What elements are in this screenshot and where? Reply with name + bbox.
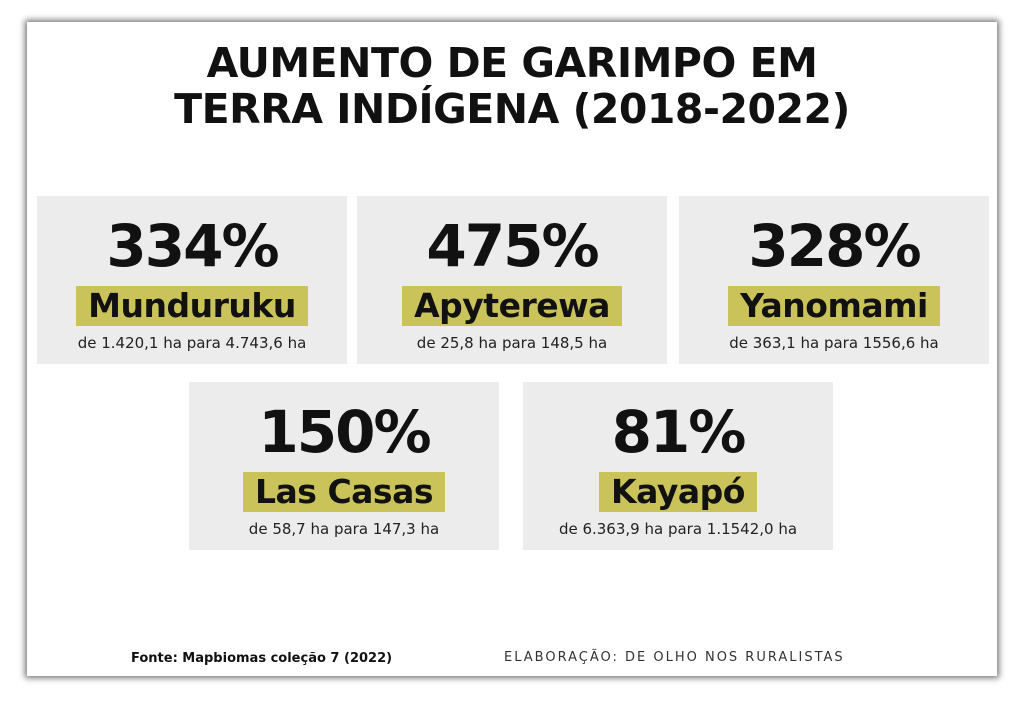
territory-name: Yanomami <box>728 286 940 326</box>
stat-percent: 328% <box>748 212 921 280</box>
source-note: Fonte: Mapbiomas coleção 7 (2022) <box>131 651 393 666</box>
stat-percent: 150% <box>258 398 431 466</box>
infographic-title: AUMENTO DE GARIMPO EM TERRA INDÍGENA (20… <box>27 40 997 132</box>
title-line-1: AUMENTO DE GARIMPO EM <box>206 39 818 87</box>
credit-note: ELABORAÇÃO: DE OLHO NOS RURALISTAS <box>504 650 845 665</box>
territory-name: Kayapó <box>599 472 757 512</box>
stat-percent: 334% <box>106 212 279 280</box>
title-line-2: TERRA INDÍGENA (2018-2022) <box>174 85 850 133</box>
stat-box-apyterewa: 475% Apyterewa de 25,8 ha para 148,5 ha <box>357 196 667 364</box>
infographic-card: AUMENTO DE GARIMPO EM TERRA INDÍGENA (20… <box>27 22 997 676</box>
stat-detail: de 25,8 ha para 148,5 ha <box>416 334 608 352</box>
stat-detail: de 6.363,9 ha para 1.1542,0 ha <box>558 520 798 538</box>
stat-detail: de 58,7 ha para 147,3 ha <box>248 520 440 538</box>
territory-name: Apyterewa <box>402 286 622 326</box>
stat-box-kayapo: 81% Kayapó de 6.363,9 ha para 1.1542,0 h… <box>523 382 833 550</box>
stat-percent: 475% <box>426 212 599 280</box>
stat-percent: 81% <box>611 398 747 466</box>
stat-detail: de 1.420,1 ha para 4.743,6 ha <box>77 334 307 352</box>
stat-box-yanomami: 328% Yanomami de 363,1 ha para 1556,6 ha <box>679 196 989 364</box>
territory-name: Munduruku <box>76 286 308 326</box>
stat-detail: de 363,1 ha para 1556,6 ha <box>729 334 939 352</box>
stat-box-munduruku: 334% Munduruku de 1.420,1 ha para 4.743,… <box>37 196 347 364</box>
stat-box-las-casas: 150% Las Casas de 58,7 ha para 147,3 ha <box>189 382 499 550</box>
territory-name: Las Casas <box>243 472 445 512</box>
